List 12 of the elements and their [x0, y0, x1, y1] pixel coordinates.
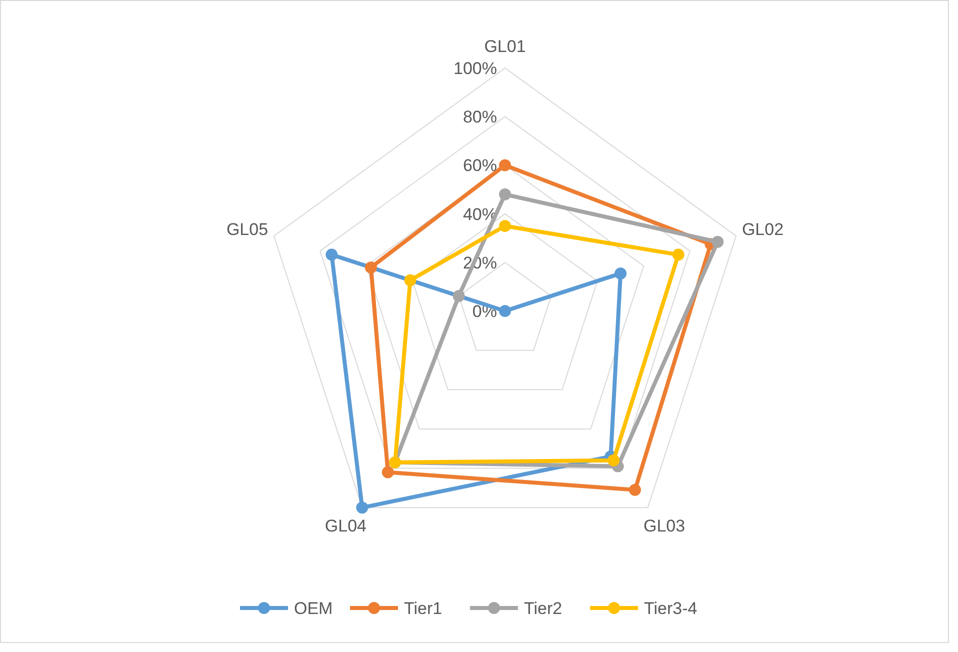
spoke-label: GL01 [484, 36, 526, 56]
spoke-label: GL02 [742, 220, 784, 240]
y-tick-label: 100% [454, 58, 497, 78]
legend-label: Tier1 [404, 598, 442, 618]
y-tick-label: 60% [462, 156, 497, 176]
spoke-label: GL05 [226, 220, 268, 240]
y-tick-label: 80% [462, 108, 497, 127]
legend-label: Tier3-4 [644, 598, 698, 618]
legend-label: Tier2 [524, 598, 562, 618]
spoke-label: GL03 [643, 516, 686, 536]
legend-label: OEM [294, 598, 333, 618]
spoke-label: GL04 [324, 516, 367, 536]
